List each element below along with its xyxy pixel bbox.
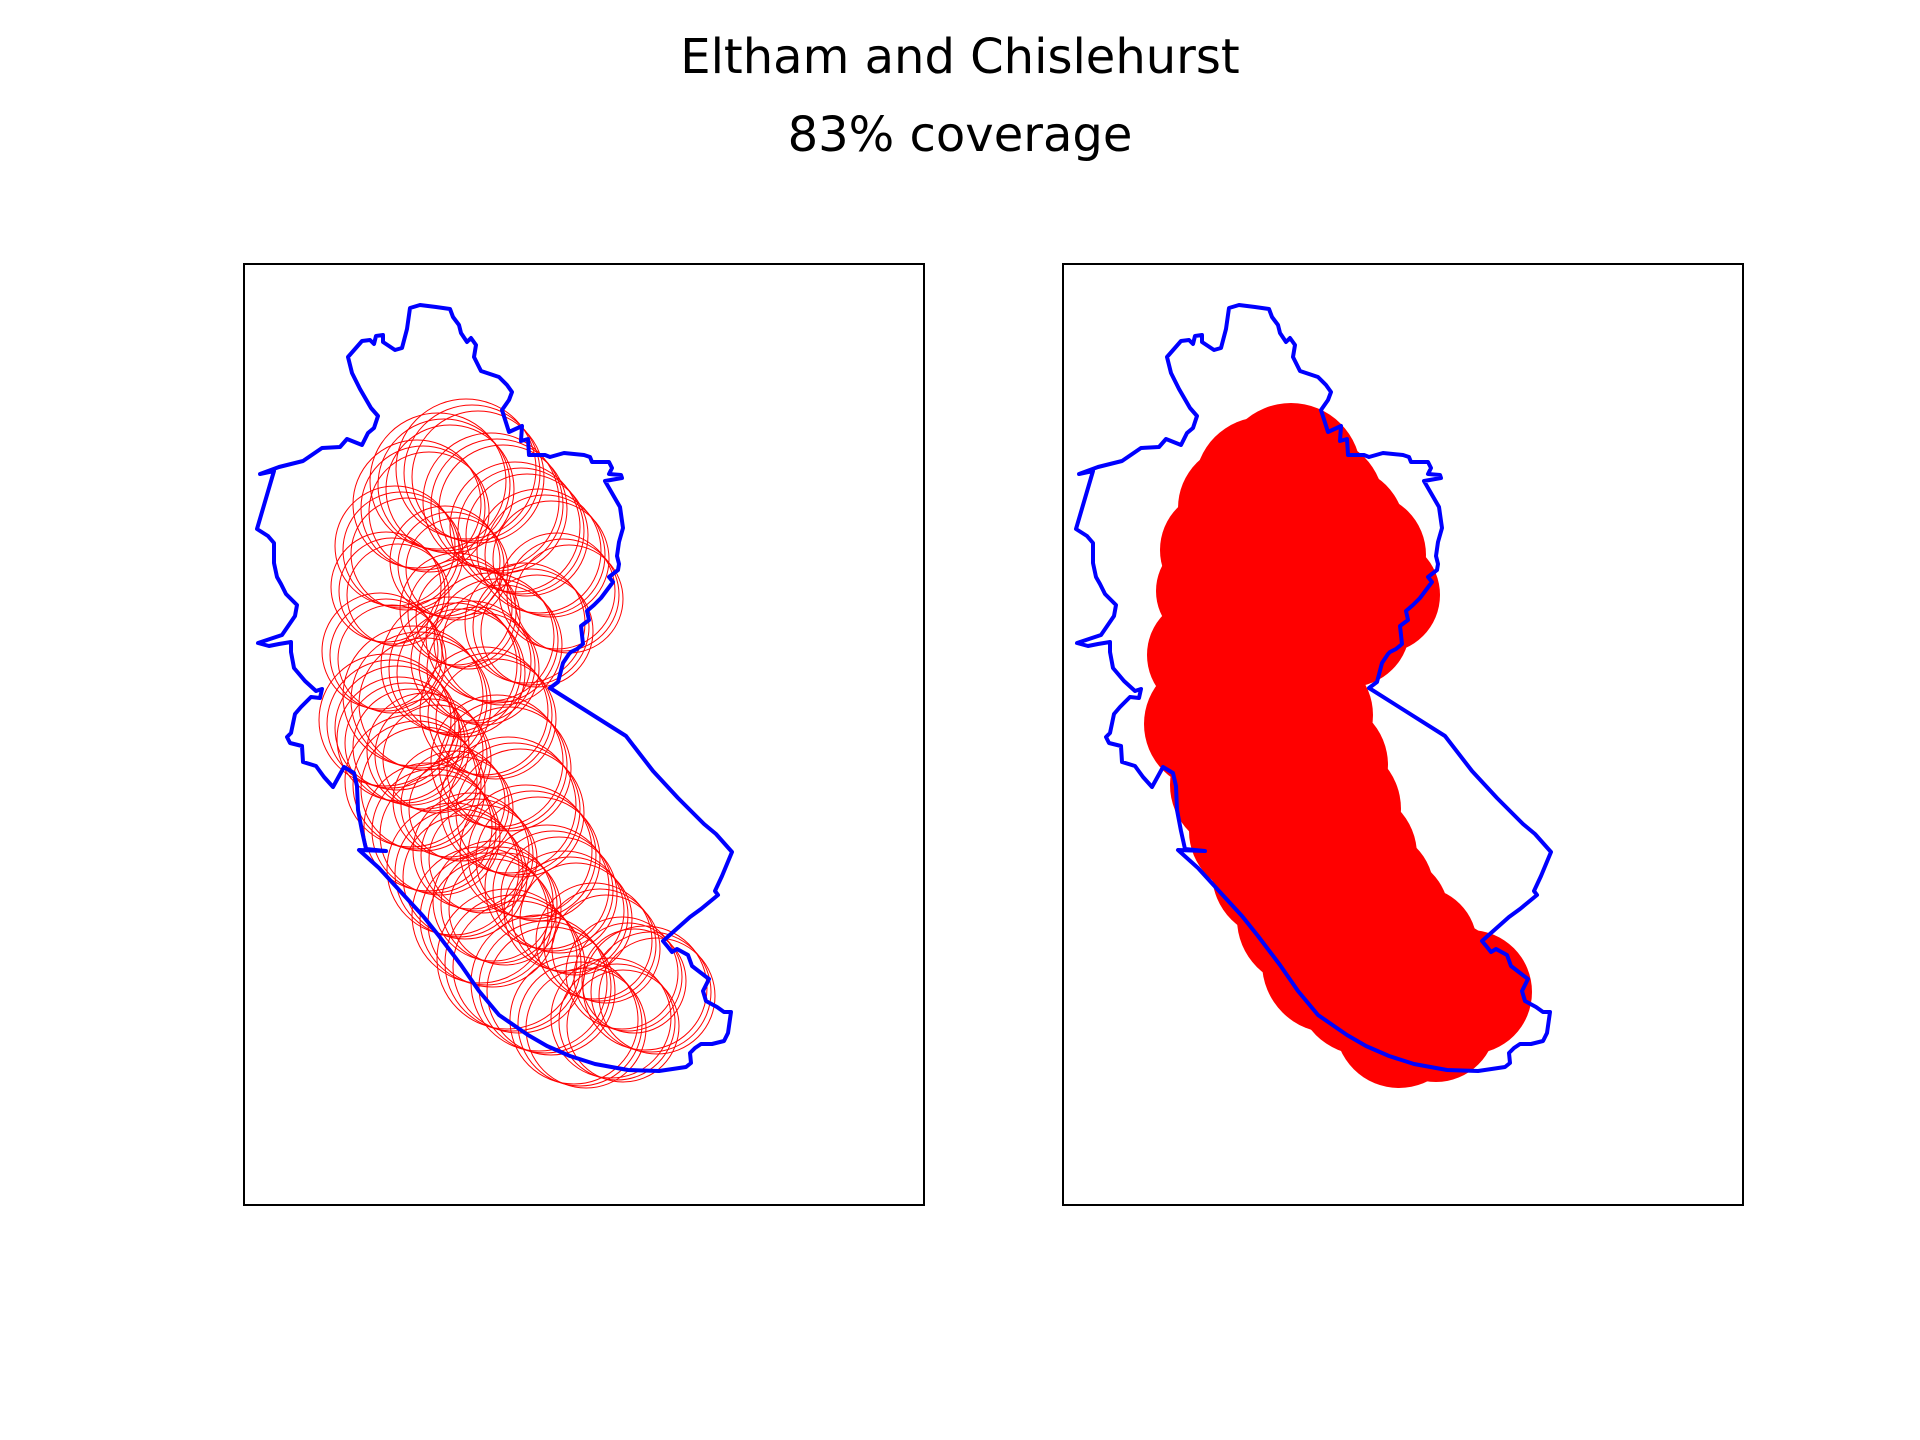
coverage-circle-outline (360, 445, 486, 571)
coverage-circle-outline (366, 692, 484, 810)
coverage-circle-outline (447, 742, 581, 876)
coverage-circle-outline (452, 900, 586, 1034)
coverage-circle-outline (426, 612, 540, 726)
coverage-circle-outline (486, 926, 616, 1056)
coverage-circle-outline (318, 653, 452, 787)
coverage-circle-outline (598, 937, 716, 1055)
coverage-circle-outline (444, 894, 582, 1032)
constituency-boundary (1074, 303, 1553, 1073)
coverage-circle-outline (329, 598, 443, 712)
coverage-circle-outline (427, 652, 553, 778)
coverage-circle-outline (582, 925, 708, 1051)
coverage-circle-outline (511, 856, 629, 974)
coverage-circle-outline (374, 698, 488, 812)
coverage-circle-outline (411, 410, 545, 544)
coverage-circle-outline (397, 511, 505, 619)
map-panel-outlines (243, 263, 925, 1206)
coverage-circle-outline (446, 706, 572, 832)
figure-title-block: Eltham and Chislehurst 83% coverage (0, 18, 1920, 174)
coverage-circle-outline (519, 862, 633, 976)
coverage-circle-outline (455, 748, 585, 878)
coverage-circle-outline (346, 543, 450, 647)
coverage-circle-outline (321, 592, 439, 710)
coverage-circle-outline (498, 532, 616, 650)
coverage-circle-outline (465, 473, 589, 597)
coverage-circle-outline (368, 451, 490, 573)
coverage-circle-outline (392, 744, 506, 858)
coverage-circle-outline (399, 552, 513, 666)
coverage-circle-outline (394, 808, 524, 938)
coverage-circle-outline (440, 846, 558, 964)
coverage-circle-outline (389, 505, 501, 617)
coverage-circle-outline (386, 802, 520, 936)
coverage-circle-outline (405, 517, 509, 621)
coverage-circle-outline (377, 418, 511, 552)
coverage-circle-outline (558, 963, 676, 1081)
coverage-circle-outline (352, 720, 482, 850)
coverage-circle-outline (410, 600, 532, 722)
coverage-circle-outline (476, 488, 602, 614)
coverage-circle-outline (422, 432, 560, 570)
coverage-circle-outline (432, 840, 554, 962)
coverage-circle-outline (565, 916, 679, 1030)
coverage-circle-outline (509, 955, 639, 1085)
figure-title: Eltham and Chislehurst (680, 29, 1240, 85)
coverage-circle-outline (428, 804, 538, 914)
coverage-circle-outline (441, 584, 563, 706)
coverage-circle-outline (402, 814, 528, 940)
coverage-circle-outline (448, 852, 562, 966)
map-canvas-filled (1074, 303, 1553, 1088)
coverage-circle-outline (573, 922, 683, 1032)
coverage-circle-outline (400, 750, 510, 860)
coverage-circle-outline (492, 830, 614, 952)
coverage-circle (1258, 845, 1378, 965)
coverage-circle-outline (500, 836, 618, 954)
coverage-circle-outline (472, 568, 590, 686)
coverage-circle-outline (334, 665, 460, 791)
coverage-circle-outline (566, 969, 680, 1083)
map-canvas-outlines (255, 303, 734, 1089)
coverage-circle-outline (382, 704, 492, 814)
map-panel-filled (1062, 263, 1744, 1206)
coverage-circle-outline (420, 798, 534, 912)
coverage-circle-outline (403, 404, 541, 542)
coverage-circle-outline (411, 846, 549, 984)
coverage-circle-outline (506, 538, 620, 652)
coverage-circle-outline (415, 564, 521, 670)
coverage-circle-outline (334, 485, 456, 607)
constituency-boundary (255, 303, 734, 1073)
coverage-circle-outline (435, 658, 557, 780)
coverage-circle-outline (350, 497, 464, 611)
coverage-circle-outline (517, 961, 643, 1087)
coverage-circle-outline (436, 888, 578, 1030)
coverage-circle-outline (590, 931, 712, 1053)
coverage-circle-outline (525, 967, 647, 1089)
coverage-circle-outline (439, 736, 577, 874)
coverage-circle-outline (551, 894, 661, 1004)
coverage-circle-outline (419, 646, 549, 776)
coverage-circle-outline (352, 688, 470, 806)
coverage-circle-outline (369, 412, 507, 550)
coverage-circle-outline (344, 714, 478, 848)
coverage-circle-outline (484, 494, 606, 616)
coverage-circle-outline (342, 491, 460, 609)
coverage-circle-outline (543, 888, 657, 1002)
coverage-circle-outline (581, 928, 687, 1034)
coverage-circle-outline (412, 792, 530, 910)
coverage-circle-outline (430, 694, 564, 828)
coverage-circles-outline-group (318, 398, 716, 1089)
coverage-circle-outline (484, 824, 610, 950)
coverage-circles-filled-group (1144, 403, 1532, 1088)
coverage-circle-outline (478, 920, 612, 1054)
figure-subtitle: 83% coverage (787, 107, 1133, 163)
coverage-circle-outline (352, 439, 482, 569)
coverage-circle-outline (535, 882, 653, 1000)
coverage-circle-outline (330, 531, 442, 643)
coverage-circle-outline (407, 558, 517, 668)
coverage-circle-outline (338, 537, 446, 645)
